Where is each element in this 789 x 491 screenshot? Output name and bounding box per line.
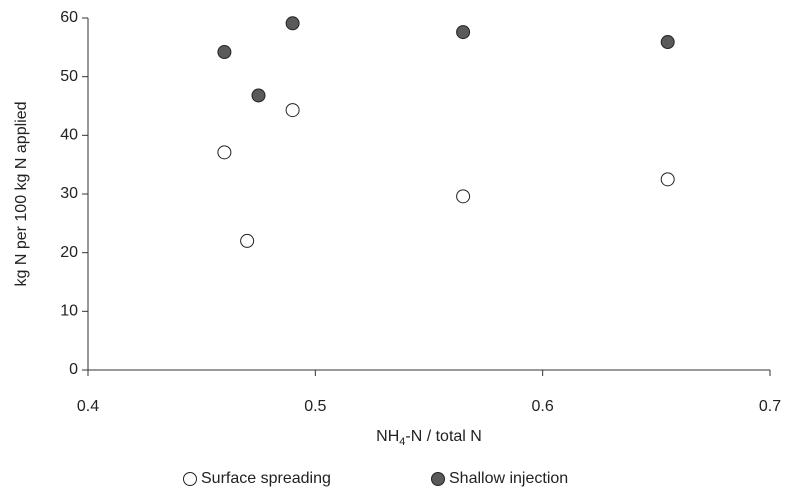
x-label-part: -N / total N bbox=[405, 428, 481, 445]
legend-marker bbox=[183, 472, 197, 486]
scatter-point bbox=[240, 233, 255, 248]
x-tick-label: 0.4 bbox=[77, 398, 99, 415]
y-tick-label: 30 bbox=[60, 185, 78, 202]
x-label-part: NH bbox=[376, 428, 399, 445]
x-axis-label: NH4-N / total N bbox=[376, 428, 482, 448]
scatter-point bbox=[660, 172, 675, 187]
y-axis-label: kg N per 100 kg N applied bbox=[13, 102, 30, 287]
x-label-subscript: 4 bbox=[399, 436, 405, 448]
y-tick-label: 0 bbox=[69, 361, 78, 378]
scatter-point bbox=[660, 35, 675, 50]
scatter-point bbox=[285, 103, 300, 118]
x-tick-label: 0.5 bbox=[304, 398, 326, 415]
y-tick-label: 40 bbox=[60, 127, 78, 144]
scatter-point bbox=[285, 16, 300, 31]
legend-label: Shallow injection bbox=[449, 470, 568, 487]
x-tick-label: 0.6 bbox=[532, 398, 554, 415]
x-tick-label: 0.7 bbox=[759, 398, 781, 415]
legend-marker bbox=[431, 472, 445, 486]
scatter-point bbox=[456, 25, 471, 40]
scatter-point bbox=[251, 88, 266, 103]
y-tick-label: 10 bbox=[60, 303, 78, 320]
scatter-point bbox=[456, 189, 471, 204]
scatter-point bbox=[217, 45, 232, 60]
y-tick-label: 20 bbox=[60, 244, 78, 261]
scatter-point bbox=[217, 145, 232, 160]
y-tick-label: 50 bbox=[60, 68, 78, 85]
y-tick-label: 60 bbox=[60, 9, 78, 26]
legend-label: Surface spreading bbox=[201, 470, 331, 487]
